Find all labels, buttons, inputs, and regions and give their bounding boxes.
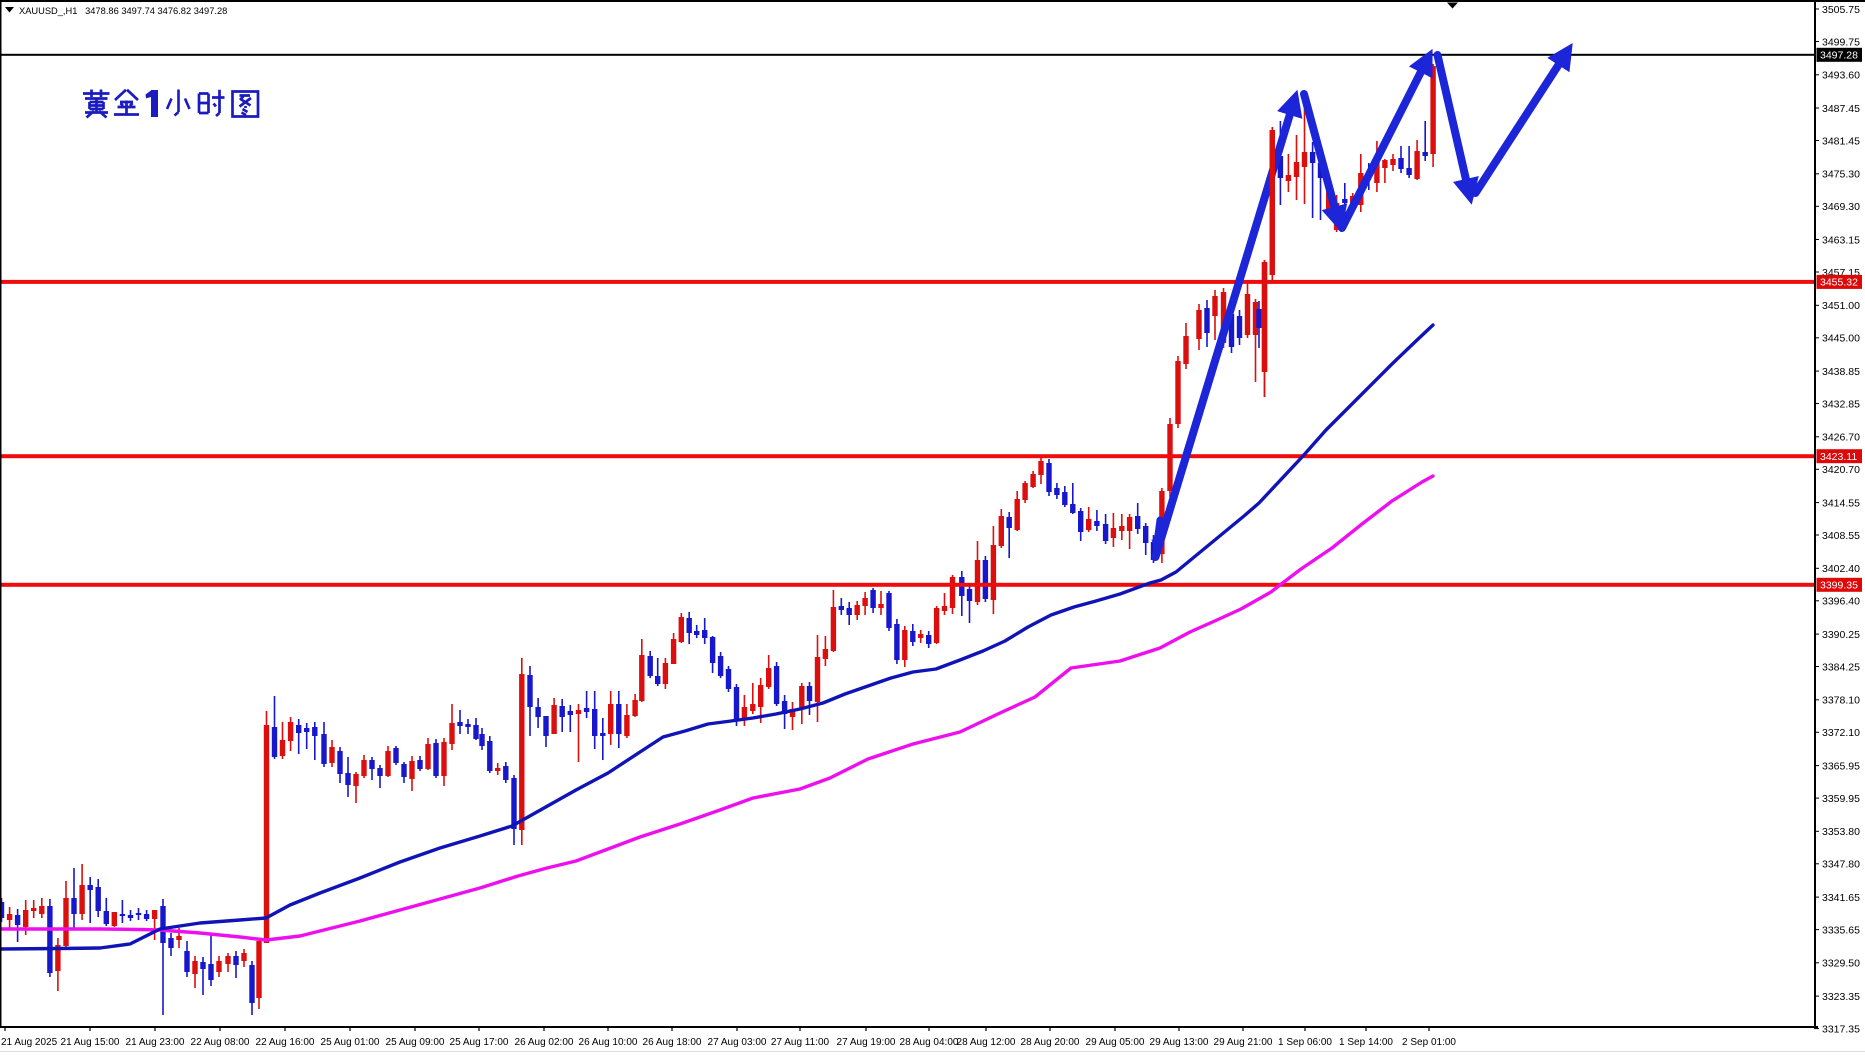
svg-text:29 Aug 21:00: 29 Aug 21:00 [1214, 1037, 1273, 1048]
svg-text:3487.45: 3487.45 [1822, 103, 1860, 115]
svg-text:29 Aug 05:00: 29 Aug 05:00 [1086, 1037, 1145, 1048]
svg-text:25 Aug 17:00: 25 Aug 17:00 [450, 1037, 509, 1048]
svg-text:25 Aug 01:00: 25 Aug 01:00 [321, 1037, 380, 1048]
svg-text:3423.11: 3423.11 [1820, 451, 1857, 463]
svg-text:1 Sep 06:00: 1 Sep 06:00 [1278, 1037, 1332, 1048]
svg-text:3341.65: 3341.65 [1822, 892, 1860, 904]
svg-text:3499.75: 3499.75 [1822, 36, 1860, 48]
svg-text:1 Sep 14:00: 1 Sep 14:00 [1339, 1037, 1393, 1048]
svg-text:22 Aug 16:00: 22 Aug 16:00 [256, 1037, 315, 1048]
svg-text:3365.95: 3365.95 [1822, 760, 1860, 772]
svg-text:3323.35: 3323.35 [1822, 991, 1860, 1003]
svg-text:25 Aug 09:00: 25 Aug 09:00 [386, 1037, 445, 1048]
svg-text:28 Aug 04:00: 28 Aug 04:00 [900, 1037, 959, 1048]
svg-text:3481.45: 3481.45 [1822, 135, 1860, 147]
svg-text:3432.85: 3432.85 [1822, 398, 1860, 410]
svg-text:3445.00: 3445.00 [1822, 333, 1860, 345]
svg-text:26 Aug 02:00: 26 Aug 02:00 [515, 1037, 574, 1048]
svg-text:26 Aug 18:00: 26 Aug 18:00 [643, 1037, 702, 1048]
svg-text:3475.30: 3475.30 [1822, 169, 1860, 181]
svg-text:3378.10: 3378.10 [1822, 695, 1860, 707]
svg-text:22 Aug 08:00: 22 Aug 08:00 [191, 1037, 250, 1048]
svg-text:3463.15: 3463.15 [1822, 234, 1860, 246]
svg-text:3420.70: 3420.70 [1822, 464, 1860, 476]
svg-text:3372.10: 3372.10 [1822, 727, 1860, 739]
svg-text:28 Aug 12:00: 28 Aug 12:00 [957, 1037, 1016, 1048]
svg-text:3402.40: 3402.40 [1822, 563, 1860, 575]
svg-text:21 Aug 2025: 21 Aug 2025 [1, 1037, 58, 1048]
svg-text:3317.35: 3317.35 [1822, 1023, 1860, 1035]
svg-text:3399.35: 3399.35 [1820, 580, 1858, 592]
svg-text:27 Aug 19:00: 27 Aug 19:00 [837, 1037, 896, 1048]
svg-text:3384.25: 3384.25 [1822, 661, 1860, 673]
svg-text:3414.55: 3414.55 [1822, 497, 1860, 509]
svg-text:3396.40: 3396.40 [1822, 596, 1860, 608]
svg-text:XAUUSD_,H1 3478.86 3497.74 3: XAUUSD_,H1 3478.86 3497.74 3476.82 3497.… [19, 6, 227, 16]
svg-text:26 Aug 10:00: 26 Aug 10:00 [579, 1037, 638, 1048]
svg-text:27 Aug 03:00: 27 Aug 03:00 [708, 1037, 767, 1048]
svg-text:28 Aug 20:00: 28 Aug 20:00 [1021, 1037, 1080, 1048]
svg-text:29 Aug 13:00: 29 Aug 13:00 [1150, 1037, 1209, 1048]
svg-text:3359.95: 3359.95 [1822, 793, 1860, 805]
svg-text:3497.28: 3497.28 [1820, 50, 1858, 62]
svg-text:3469.30: 3469.30 [1822, 201, 1860, 213]
svg-text:3347.80: 3347.80 [1822, 859, 1860, 871]
svg-text:3329.50: 3329.50 [1822, 958, 1860, 970]
svg-text:3335.65: 3335.65 [1822, 924, 1860, 936]
svg-text:3438.85: 3438.85 [1822, 366, 1860, 378]
svg-text:27 Aug 11:00: 27 Aug 11:00 [771, 1037, 830, 1048]
svg-text:3451.00: 3451.00 [1822, 300, 1860, 312]
svg-text:3426.70: 3426.70 [1822, 432, 1860, 444]
svg-text:21 Aug 15:00: 21 Aug 15:00 [61, 1037, 120, 1048]
svg-text:21 Aug 23:00: 21 Aug 23:00 [126, 1037, 185, 1048]
svg-text:3353.80: 3353.80 [1822, 826, 1860, 838]
svg-text:3493.60: 3493.60 [1822, 70, 1860, 82]
svg-text:3390.25: 3390.25 [1822, 629, 1860, 641]
svg-text:3505.75: 3505.75 [1822, 4, 1860, 16]
svg-text:3408.55: 3408.55 [1822, 530, 1860, 542]
svg-text:2 Sep 01:00: 2 Sep 01:00 [1402, 1037, 1456, 1048]
svg-text:3455.32: 3455.32 [1820, 277, 1858, 289]
